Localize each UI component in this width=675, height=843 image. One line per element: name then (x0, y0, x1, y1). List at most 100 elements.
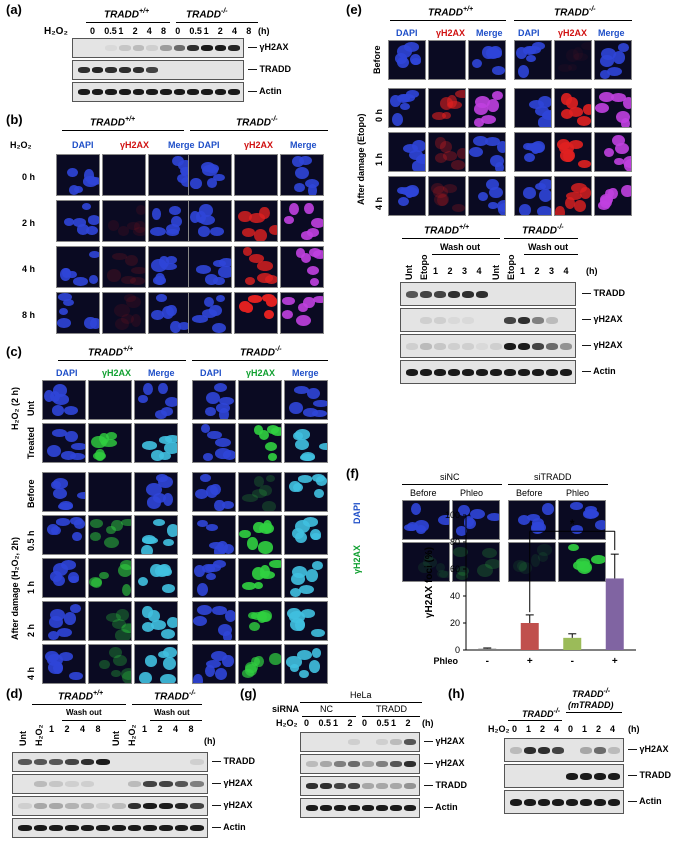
nucleus (215, 294, 225, 303)
micrograph (514, 88, 552, 128)
nucleus (590, 554, 605, 565)
micrograph (508, 542, 556, 582)
nucleus (212, 260, 226, 268)
micrograph (508, 500, 556, 540)
micrograph (280, 200, 324, 242)
y-tick-label: 100 (445, 510, 460, 520)
blot-band (334, 761, 346, 768)
nucleus (573, 47, 583, 60)
nucleus (212, 605, 227, 615)
blot-band (448, 290, 460, 298)
micrograph (88, 423, 132, 463)
micrograph (428, 132, 466, 172)
nucleus (178, 160, 191, 172)
nucleus (441, 111, 452, 120)
nucleus (573, 52, 588, 61)
nucleus (166, 223, 180, 235)
blot-row-label: — Actin (628, 796, 662, 806)
row-label: Unt (26, 401, 36, 416)
panel-g-group-tradd: TRADD (376, 704, 407, 714)
blot-band (524, 798, 536, 806)
panel-e-side-label: After damage (Etopo) (356, 113, 366, 205)
nucleus (518, 64, 530, 78)
nucleus (531, 522, 546, 534)
nucleus (103, 536, 119, 548)
micrograph (238, 515, 282, 555)
lane-label: 2 (157, 724, 163, 734)
nucleus (497, 203, 505, 215)
channel-label-wt: γH2AX (102, 368, 132, 378)
nucleus (172, 155, 185, 167)
blot-band (320, 783, 332, 790)
nucleus (486, 99, 500, 113)
nucleus (61, 267, 72, 278)
panel-g-cell: HeLa (350, 690, 372, 700)
nucleus (81, 203, 92, 211)
nucleus (242, 494, 259, 502)
nucleus (52, 575, 65, 587)
nucleus (453, 546, 468, 558)
nucleus (404, 42, 420, 52)
nucleus (63, 405, 79, 416)
micrograph (284, 515, 328, 555)
nucleus (73, 519, 85, 530)
blot-band (320, 805, 332, 812)
nucleus (474, 103, 488, 116)
blot-band (143, 781, 157, 788)
panel-g-h2o2: H₂O₂ (276, 718, 298, 728)
nucleus (539, 179, 551, 191)
blot-row (400, 308, 576, 332)
nucleus (47, 523, 60, 535)
nucleus (194, 564, 206, 578)
nucleus (582, 104, 591, 116)
lane-label: 1 (142, 724, 148, 734)
lane-label: 2 (405, 718, 411, 728)
blot-band (552, 798, 564, 806)
nucleus (170, 321, 181, 333)
nucleus (433, 193, 449, 207)
blot-band (420, 316, 432, 324)
nucleus (155, 294, 167, 302)
bar (563, 637, 582, 650)
blot-band (362, 761, 374, 768)
lane-label: 0.5 (376, 718, 390, 728)
nucleus (99, 571, 109, 580)
lane-label: 1 (526, 724, 532, 734)
blot-band (33, 759, 48, 766)
nucleus (516, 560, 528, 571)
nucleus (400, 102, 411, 110)
blot-band (132, 45, 145, 52)
nucleus (577, 115, 591, 126)
nucleus (573, 200, 586, 213)
lane-label: 0 (512, 724, 518, 734)
lane-label: 2 (217, 26, 223, 36)
blot-band (201, 45, 213, 52)
blot-band (406, 368, 418, 376)
nucleus (163, 493, 174, 506)
micrograph (594, 132, 632, 172)
blot-band (119, 89, 131, 96)
nucleus (141, 441, 158, 451)
nucleus (133, 227, 145, 237)
lane-label: 1 (49, 724, 55, 734)
blot-band (190, 825, 204, 832)
nucleus (162, 538, 174, 547)
lane-label: 0 (304, 718, 310, 728)
nucleus (163, 647, 177, 659)
micrograph (388, 88, 426, 128)
blot-band (143, 825, 157, 832)
blot-band (404, 805, 416, 812)
lane-label: 2 (540, 724, 546, 734)
nucleus (109, 646, 122, 658)
blot-band (404, 739, 416, 746)
nucleus (623, 159, 631, 171)
blot-band (334, 783, 346, 790)
nucleus (146, 496, 161, 509)
nucleus (542, 111, 551, 121)
nucleus (313, 295, 323, 304)
blot-band (546, 342, 558, 350)
nucleus (390, 94, 402, 108)
lane-label: 4 (146, 26, 152, 36)
nucleus (84, 316, 97, 329)
nucleus (249, 254, 264, 263)
